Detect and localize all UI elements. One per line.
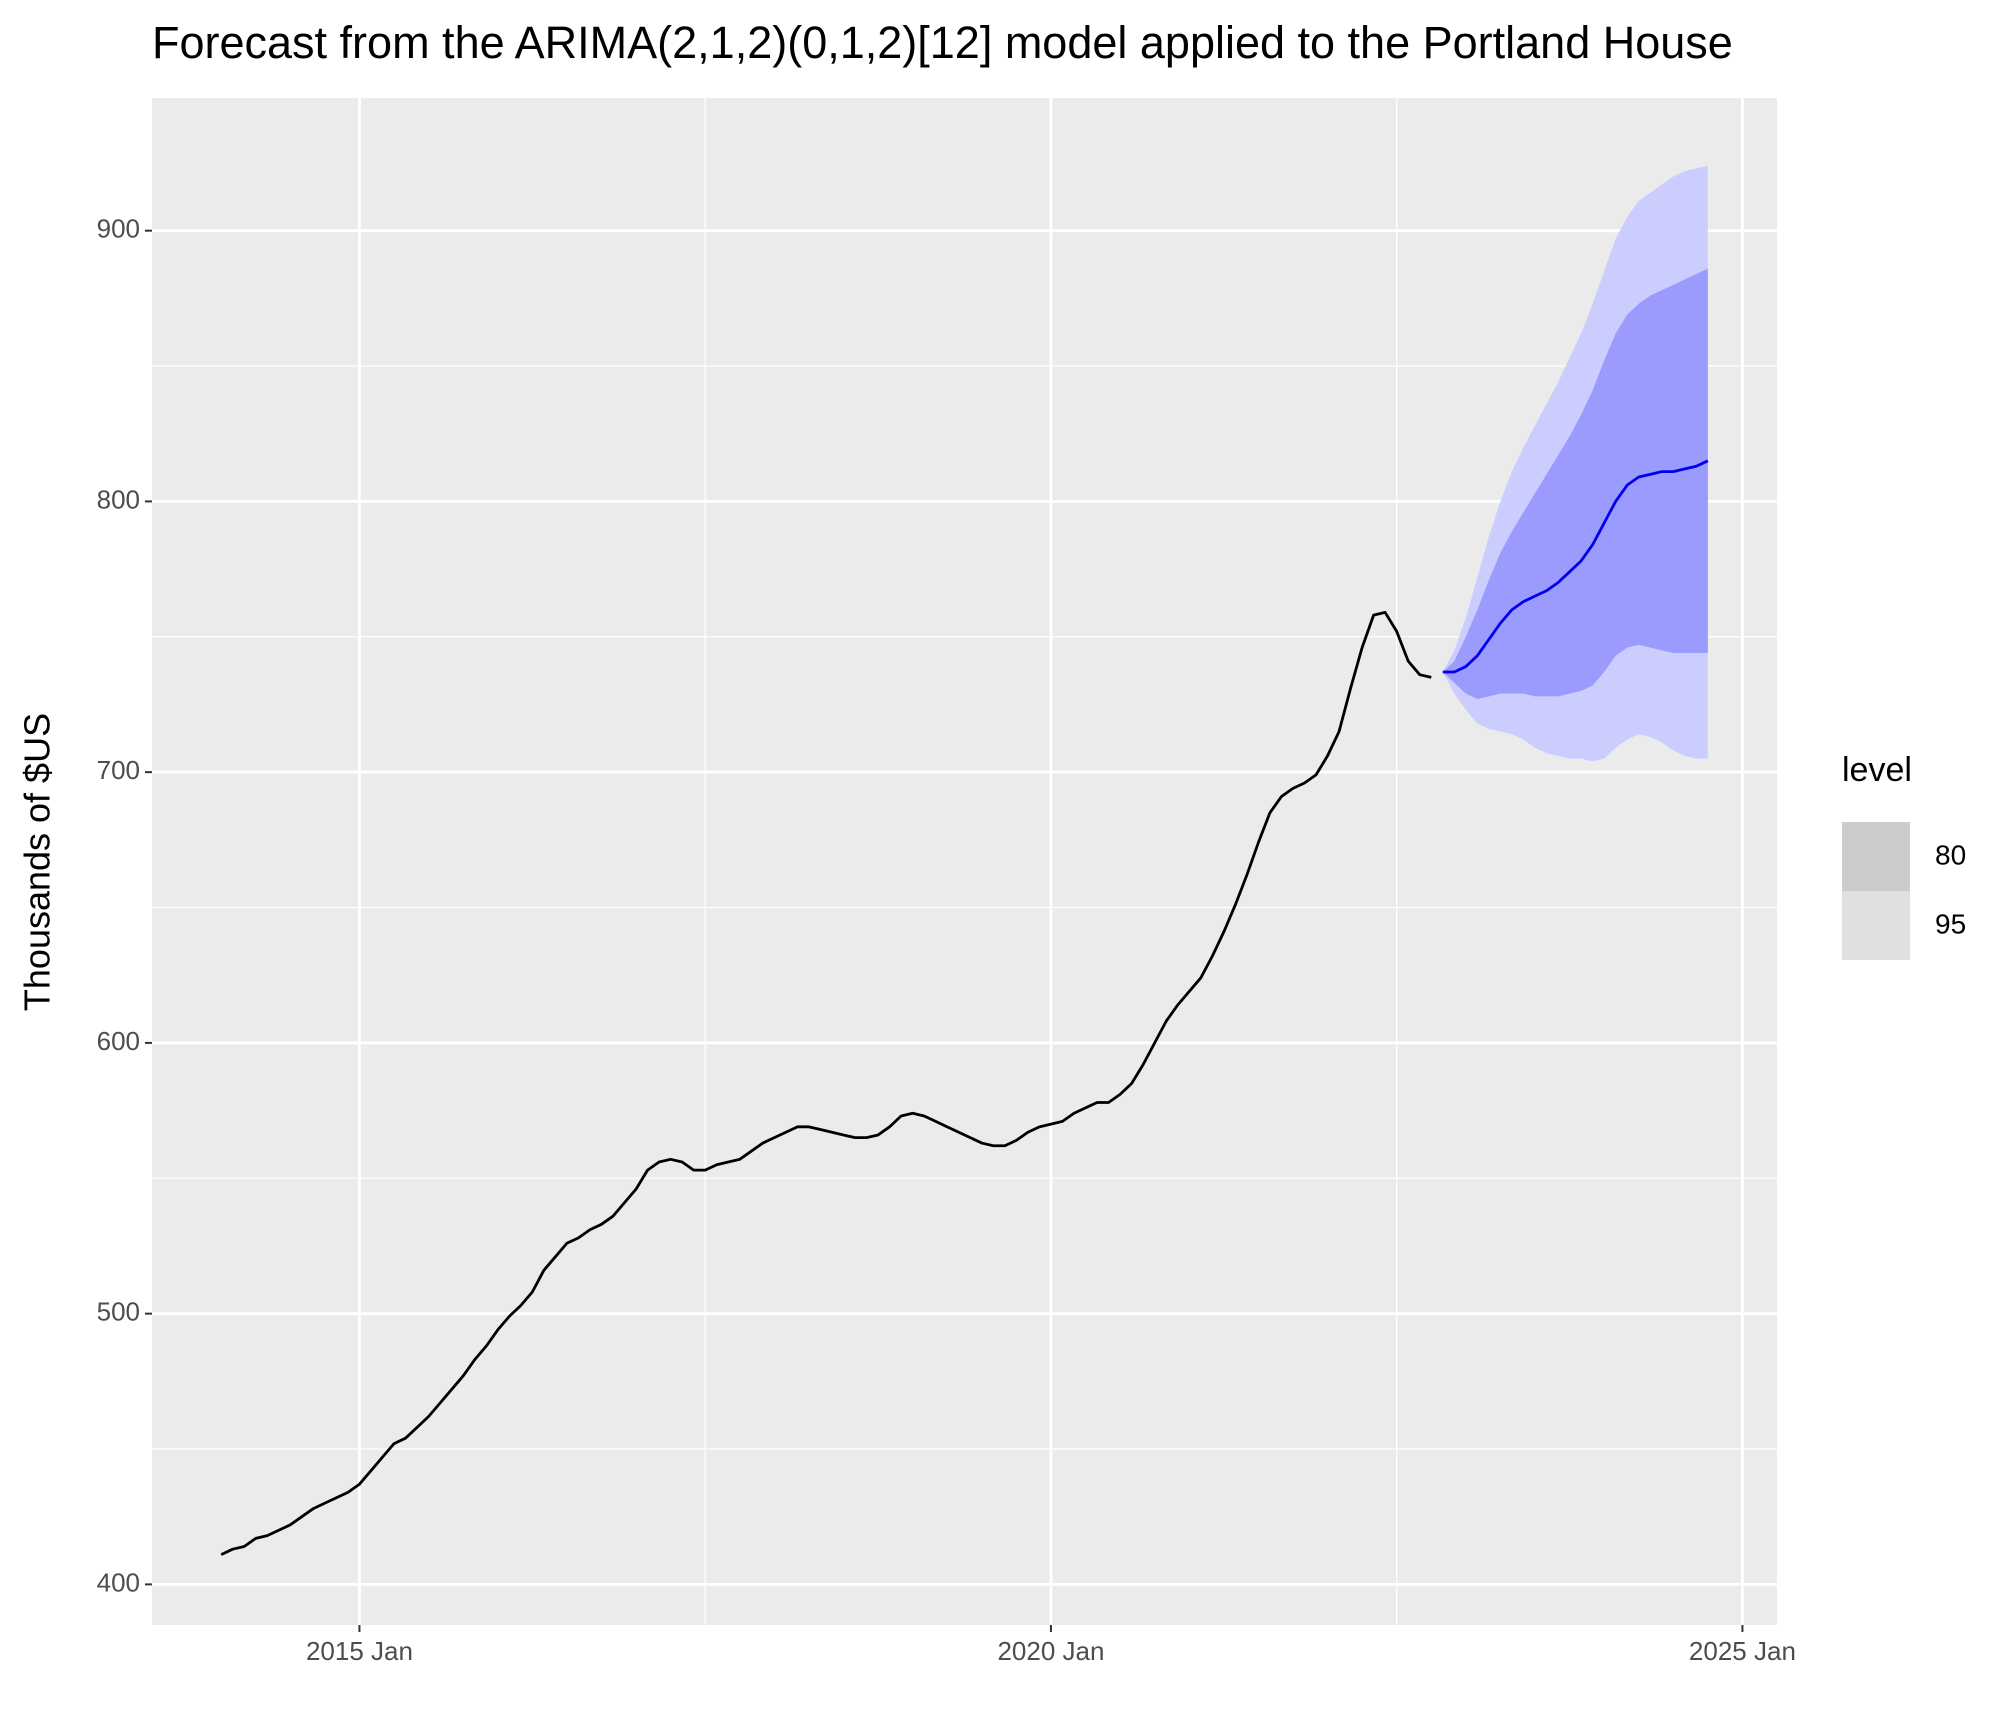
legend-swatch <box>1842 891 1910 960</box>
series-line <box>1442 459 1709 674</box>
y-tick-label: 500 <box>97 1297 140 1327</box>
x-tick-label: 2015 Jan <box>306 1636 413 1666</box>
plot-background <box>152 98 1777 1625</box>
y-tick-label: 400 <box>97 1567 140 1597</box>
y-tick-label: 600 <box>97 1026 140 1056</box>
y-axis-label: Thousands of $US <box>17 713 58 1011</box>
series-line <box>220 611 1432 1556</box>
interval-band <box>1442 268 1708 700</box>
y-tick-label: 700 <box>97 755 140 785</box>
y-tick-label: 800 <box>97 484 140 514</box>
legend-label: 80 <box>1935 839 1966 870</box>
x-tick-label: 2020 Jan <box>997 1636 1104 1666</box>
y-tick-label: 900 <box>97 214 140 244</box>
chart-title: Forecast from the ARIMA(2,1,2)(0,1,2)[12… <box>152 17 1733 68</box>
legend-label: 95 <box>1935 908 1966 939</box>
legend-swatch <box>1842 822 1910 891</box>
x-tick-label: 2025 Jan <box>1689 1636 1796 1666</box>
legend-title: level <box>1842 751 1912 789</box>
